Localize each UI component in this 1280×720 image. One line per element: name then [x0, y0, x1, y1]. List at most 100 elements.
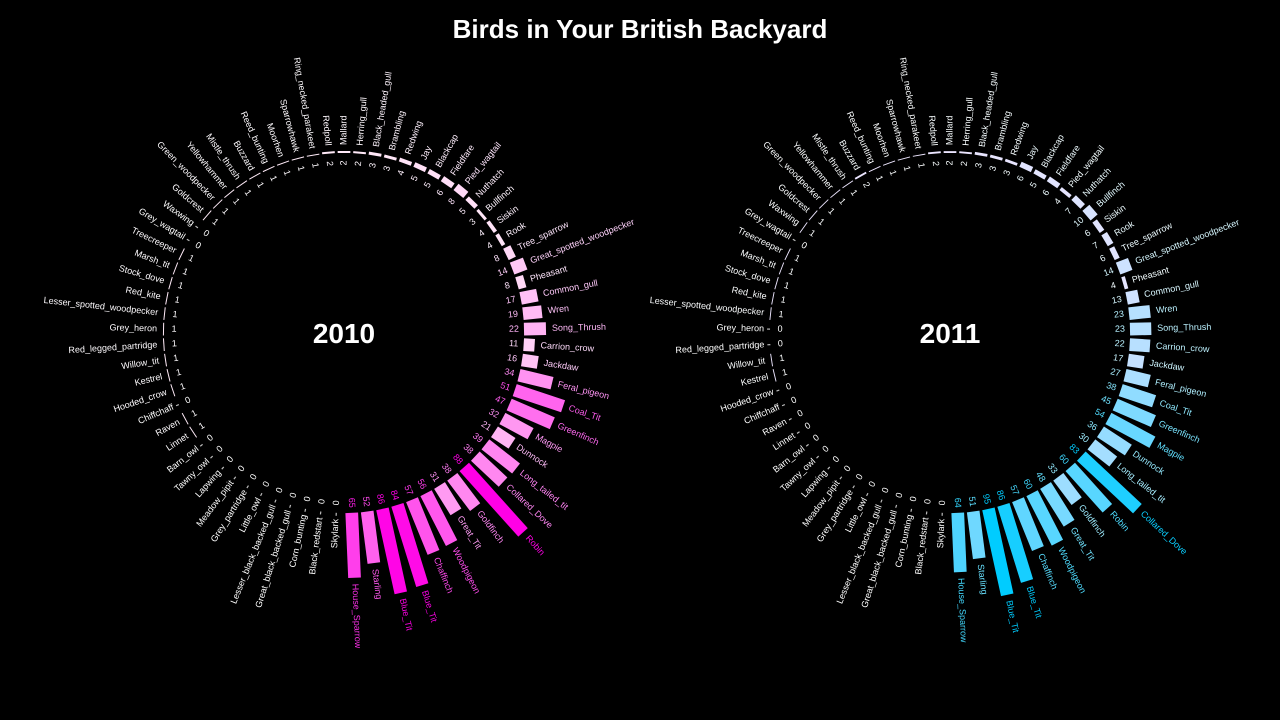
value-label: 8: [492, 253, 501, 264]
value-label: 86: [995, 489, 1008, 502]
category-label: Jackdaw: [543, 358, 580, 373]
value-label: 23: [1115, 324, 1125, 334]
value-label: 0: [201, 228, 211, 239]
bar-Sparrowhawk: [897, 156, 911, 161]
value-label: 8: [503, 280, 511, 291]
value-label: 16: [506, 352, 517, 363]
value-label: 6: [1083, 228, 1093, 239]
value-label: 36: [1086, 419, 1100, 433]
value-label: 1: [177, 280, 185, 291]
category-label: Blue_Tit: [1025, 585, 1044, 620]
bar-Rook: [1101, 231, 1114, 247]
bar-Blue_Tit: [997, 503, 1034, 583]
bar-Treecreeper: [178, 248, 185, 261]
bar-Goldfinch: [447, 472, 481, 511]
value-label: 2: [353, 161, 363, 167]
value-label: 3: [973, 162, 984, 169]
value-label: 2: [944, 160, 954, 165]
category-label: Feral_pigeon: [557, 379, 610, 401]
value-label: 3: [987, 165, 998, 172]
bar-House_Sparrow: [345, 512, 361, 579]
category-label: Rook: [504, 220, 528, 240]
value-label: 23: [1113, 309, 1124, 320]
value-label: 1: [310, 162, 321, 169]
bar-Great_spotted_woodpecker: [1115, 258, 1133, 275]
category-label: Starling: [976, 564, 990, 596]
value-label: 3: [467, 216, 477, 227]
value-label: 4: [1109, 280, 1117, 291]
category-label: Blue_Tit: [420, 589, 439, 624]
bar-Nuthatch: [465, 196, 478, 209]
bar-Willow_tit: [770, 353, 773, 367]
bar-Buzzard: [249, 172, 261, 180]
bar-Yellowhammer: [224, 189, 235, 199]
bar-Barn_owl: [805, 443, 809, 447]
bar-Redwing: [1004, 158, 1018, 166]
bar-Linnet: [796, 431, 800, 434]
bar-Chaffinch: [1012, 497, 1044, 551]
category-label: House_Sparrow: [350, 584, 363, 649]
bar-Grey_heron: [162, 322, 165, 336]
bar-Pheasant: [515, 274, 527, 290]
bar-Buzzard: [854, 171, 867, 180]
value-label: 0: [820, 443, 830, 454]
value-label: 0: [922, 498, 933, 504]
category-label: Woodpigeon: [450, 546, 482, 595]
value-label: 0: [214, 443, 224, 454]
value-label: 32: [487, 406, 501, 420]
value-label: 65: [347, 498, 357, 508]
value-label: 0: [789, 394, 798, 405]
value-label: 1: [231, 196, 242, 206]
bar-Lapwing: [221, 466, 225, 470]
bar-Jay: [413, 162, 427, 173]
category-label: House_Sparrow: [956, 578, 969, 643]
bar-Fieldfare: [1046, 176, 1061, 189]
value-label: 0: [803, 420, 813, 431]
bar-Chaffinch: [406, 497, 440, 555]
bar-Kestrel: [166, 369, 171, 382]
bar-Red_legged_partridge: [162, 338, 165, 352]
bar-Great_Tit: [1040, 482, 1075, 527]
category-label: Blue_Tit: [1004, 599, 1021, 634]
bar-Green_woodpecker: [212, 199, 223, 209]
value-label: 34: [503, 366, 515, 378]
value-label: 0: [908, 495, 919, 502]
bar-Treecreeper: [784, 248, 791, 261]
bar-Kestrel: [772, 369, 777, 382]
value-label: 1: [255, 180, 266, 189]
bar-Feral_pigeon: [517, 369, 554, 390]
bar-Reed_bunting: [868, 165, 881, 173]
bar-Great_Tit: [434, 482, 462, 516]
bar-Waxwing: [799, 222, 808, 233]
category-label: Brambling: [387, 110, 407, 152]
bar-Tree_sparrow: [503, 245, 516, 261]
category-label: Rook: [1112, 219, 1136, 239]
bar-Willow_tit: [164, 353, 167, 367]
bar-Black_headed_gull: [368, 151, 382, 157]
value-label: 0: [796, 408, 805, 419]
value-label: 83: [1067, 442, 1081, 456]
value-label: 1: [780, 294, 787, 305]
bar-Greenfinch: [1112, 398, 1156, 427]
value-label: 0: [831, 454, 842, 464]
bar-Redpoll: [928, 151, 941, 155]
value-label: 1: [171, 324, 176, 334]
value-label: 47: [494, 393, 507, 406]
chart-center-title: 2011: [920, 318, 981, 349]
value-label: 17: [505, 294, 517, 306]
value-label: 0: [260, 480, 271, 489]
bar-Coal_Tit: [1118, 384, 1157, 408]
bar-Common_gull: [519, 288, 539, 305]
value-label: 11: [509, 338, 519, 349]
value-label: 0: [236, 463, 247, 473]
value-label: 1: [268, 174, 279, 183]
bar-Herring_gull: [959, 151, 972, 155]
bar-Grey_partridge: [852, 485, 855, 489]
value-label: 0: [800, 240, 809, 251]
bar-Pheasant: [1121, 276, 1129, 290]
value-label: 39: [471, 431, 485, 445]
value-label: 6: [1015, 174, 1026, 183]
value-label: 0: [183, 394, 192, 405]
bar-Yellowhammer: [830, 189, 841, 199]
bar-Brambling: [383, 154, 397, 161]
